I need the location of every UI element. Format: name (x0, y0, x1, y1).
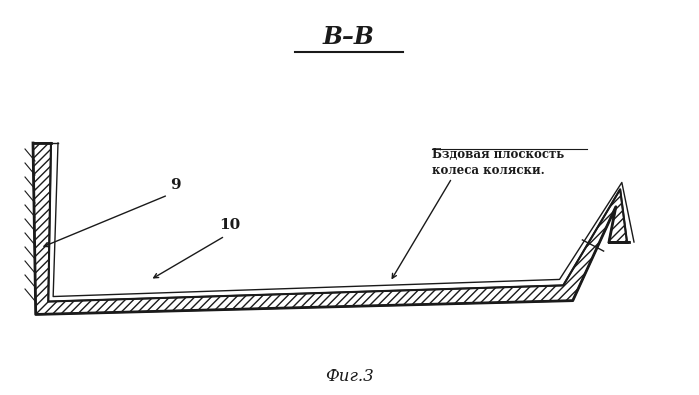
Text: Бздовая плоскость: Бздовая плоскость (432, 148, 564, 161)
Text: Фиг.3: Фиг.3 (324, 368, 373, 385)
Polygon shape (33, 143, 627, 314)
Text: колеса коляски.: колеса коляски. (432, 164, 545, 177)
Text: 10: 10 (219, 218, 240, 232)
Text: 9: 9 (170, 178, 180, 192)
Text: B–B: B–B (323, 25, 375, 49)
